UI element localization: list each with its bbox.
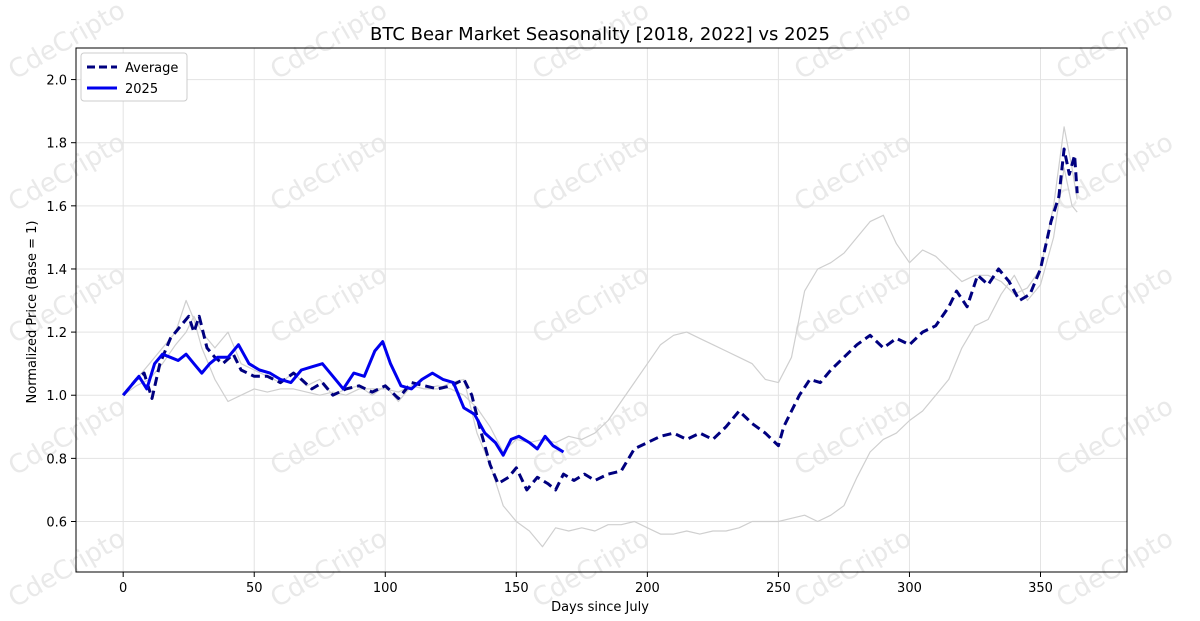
x-tick-label: 150 bbox=[504, 581, 529, 596]
x-tick-label: 300 bbox=[897, 581, 922, 596]
y-tick-label: 1.8 bbox=[46, 137, 67, 152]
series-layer bbox=[122, 126, 1079, 548]
watermark-text: CdeCripto bbox=[266, 259, 393, 350]
y-tick-label: 1.0 bbox=[46, 389, 67, 404]
watermark-text: CdeCripto bbox=[1052, 0, 1179, 86]
x-axis-ticks: 0 50 100 150 200 250 300 350 bbox=[119, 572, 1053, 596]
watermark-text: CdeCripto bbox=[790, 259, 917, 350]
x-tick-label: 250 bbox=[766, 581, 791, 596]
watermark-text: CdeCripto bbox=[528, 259, 655, 350]
watermark-text: CdeCripto bbox=[1052, 259, 1179, 350]
chart-title: BTC Bear Market Seasonality [2018, 2022]… bbox=[370, 24, 830, 45]
watermark-text: CdeCripto bbox=[790, 523, 917, 614]
legend-average-label: Average bbox=[125, 61, 178, 76]
watermark-text: CdeCripto bbox=[4, 259, 131, 350]
watermark-text: CdeCripto bbox=[1052, 523, 1179, 614]
x-tick-label: 0 bbox=[119, 581, 127, 596]
watermark-text: CdeCripto bbox=[4, 523, 131, 614]
watermark-text: CdeCripto bbox=[4, 127, 131, 218]
watermark-text: CdeCripto bbox=[1052, 391, 1179, 482]
y-tick-label: 1.6 bbox=[46, 200, 67, 215]
y-tick-label: 1.4 bbox=[46, 263, 67, 278]
x-axis-label: Days since July bbox=[551, 600, 649, 615]
watermark-text: CdeCripto bbox=[4, 391, 131, 482]
x-tick-label: 50 bbox=[246, 581, 263, 596]
x-tick-label: 100 bbox=[373, 581, 398, 596]
watermark-text: CdeCripto bbox=[528, 127, 655, 218]
watermark-text: CdeCripto bbox=[266, 391, 393, 482]
watermark-text: CdeCripto bbox=[266, 127, 393, 218]
y-axis-ticks: 0.6 0.8 1.0 1.2 1.4 1.6 1.8 2.0 bbox=[46, 74, 76, 530]
legend: Average 2025 bbox=[80, 52, 188, 102]
x-tick-label: 350 bbox=[1028, 581, 1053, 596]
y-tick-label: 2.0 bbox=[46, 74, 67, 89]
x-tick-label: 200 bbox=[635, 581, 660, 596]
watermark-text: CdeCripto bbox=[790, 391, 917, 482]
legend-2025-label: 2025 bbox=[125, 82, 158, 97]
y-axis-label: Normalized Price (Base = 1) bbox=[25, 221, 40, 404]
y-tick-label: 0.8 bbox=[46, 452, 67, 467]
y-tick-label: 1.2 bbox=[46, 326, 67, 341]
y-tick-label: 0.6 bbox=[46, 515, 67, 530]
historical-line bbox=[122, 126, 1078, 453]
series-line-2025 bbox=[122, 340, 565, 457]
grid bbox=[76, 48, 1127, 572]
plot-frame bbox=[75, 47, 1128, 573]
historical-line bbox=[122, 167, 1078, 548]
watermark-text: CdeCripto bbox=[266, 523, 393, 614]
watermark-text: CdeCripto bbox=[790, 127, 917, 218]
series-line-average bbox=[122, 147, 1079, 492]
